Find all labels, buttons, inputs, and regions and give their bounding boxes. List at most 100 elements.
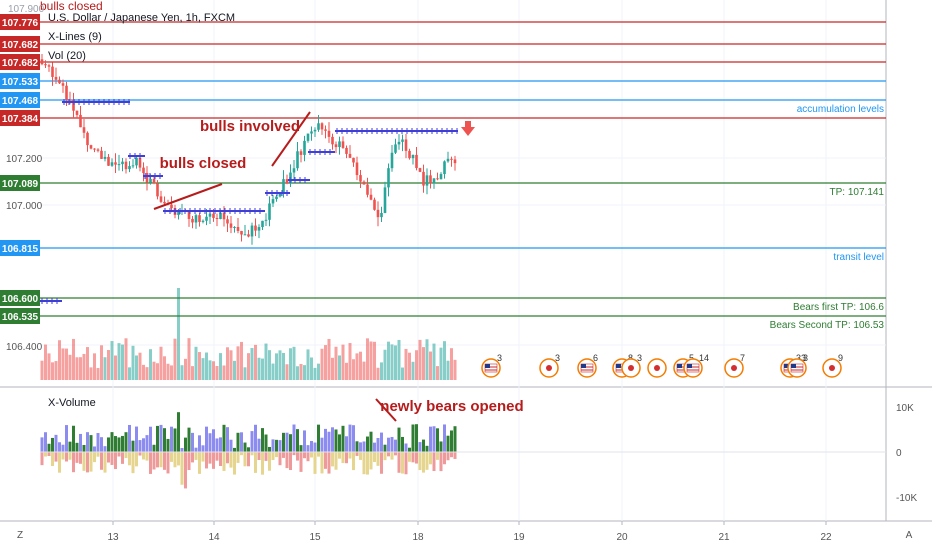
level-price-tag [0, 175, 40, 191]
us-flag-canton [616, 364, 621, 368]
x-volume-up-bar [229, 439, 233, 452]
volume-bar [439, 347, 443, 380]
level-price-label: 107.776 [2, 18, 39, 29]
x-volume-down-bar [72, 452, 75, 473]
x-volume-down-bar [362, 452, 366, 475]
x-volume-up-bar [44, 432, 47, 452]
volume-bar [257, 357, 261, 380]
x-volume-up-bar [369, 431, 373, 452]
x-volume-down-bar [51, 452, 54, 467]
candle-body [187, 211, 191, 219]
volume-bars [40, 288, 457, 380]
x-volume-up-bar [289, 434, 292, 452]
x-volume-up-bar [110, 432, 114, 452]
jp-flag-sun [731, 365, 737, 371]
indicator-volume-label[interactable]: Vol (20) [48, 50, 86, 62]
x-volume-down-bar [149, 452, 152, 474]
x-volume-up-bar [58, 442, 61, 452]
candlesticks[interactable] [40, 54, 457, 245]
x-volume-down-bar [338, 452, 341, 459]
volume-bar [394, 345, 397, 380]
candle-body [439, 174, 443, 180]
candle-body [138, 157, 142, 168]
volume-bar [376, 367, 380, 380]
level-price-tag [0, 73, 40, 89]
x-volume-down-bar [306, 452, 310, 462]
us-flag-canton [581, 364, 586, 368]
x-volume-up-bar [383, 444, 387, 452]
volume-bar [145, 367, 149, 380]
volume-bar [327, 338, 331, 380]
x-volume-up-bar [201, 445, 205, 452]
us-flag-canton [687, 364, 692, 368]
candle-body [222, 212, 226, 220]
x-volume-up-bar [366, 436, 369, 452]
auto-scale-a-button[interactable]: A [906, 530, 913, 541]
candle-body [117, 164, 121, 166]
x-volume-up-bar [411, 424, 415, 452]
candle-body [47, 65, 51, 67]
annotation-bulls-closed: bulls closed [160, 155, 247, 172]
x-volume-down-bar [334, 452, 338, 470]
x-volume-down-bar [170, 452, 173, 462]
candle-body [86, 132, 89, 146]
sub-tick-label: 0 [896, 448, 902, 459]
volume-bar [285, 364, 289, 380]
volume-bar [418, 339, 422, 380]
sub-panel-title[interactable]: X-Volume [48, 397, 96, 409]
volume-bar [310, 357, 313, 380]
candle-body [387, 168, 390, 188]
x-volume-down-bar [278, 452, 282, 466]
candle-body [285, 179, 289, 184]
x-volume-down-bar [254, 452, 257, 473]
trend-lines[interactable] [153, 111, 397, 422]
volume-bar [453, 359, 457, 380]
x-volume-down-bar [121, 452, 124, 464]
x-volume-up-bar [128, 424, 131, 452]
x-volume-up-bar [47, 443, 51, 452]
symbol-title[interactable]: U.S. Dollar / Japanese Yen, 1h, FXCM [48, 12, 235, 24]
candle-body [282, 179, 285, 194]
x-volume-down-bar [320, 452, 324, 474]
x-volume-up-bar [177, 412, 180, 452]
x-volume-up-bar [212, 429, 215, 452]
x-volume-down-bar [250, 452, 254, 456]
x-volume-down-bar [446, 452, 450, 461]
x-volume-up-bar [93, 446, 96, 452]
candle-body [397, 141, 401, 145]
x-volume-up-bar [324, 428, 327, 452]
candle-body [310, 131, 313, 134]
candle-body [72, 100, 75, 111]
x-volume-down-bar [107, 452, 110, 463]
volume-bar [180, 365, 184, 380]
x-volume-up-bar [79, 433, 82, 452]
us-flag-canton [485, 364, 490, 368]
volume-bar [219, 353, 222, 380]
candle-body [268, 203, 271, 220]
volume-bar [352, 359, 355, 380]
x-volume-up-bar [278, 440, 282, 452]
candle-body [96, 149, 100, 151]
indicator-xlines-label[interactable]: X-Lines (9) [48, 31, 102, 43]
x-volume-down-bar [191, 452, 194, 463]
x-volume-down-bar [436, 452, 439, 460]
zoom-z-button[interactable]: Z [17, 530, 23, 541]
x-volume-down-bar [163, 452, 166, 470]
x-volume-down-bar [128, 452, 131, 466]
level-price-label: 107.384 [2, 114, 39, 125]
x-volume-down-bar [201, 452, 205, 462]
volume-bar [446, 360, 450, 380]
candle-body [261, 220, 264, 228]
x-volume-down-bar [145, 452, 149, 461]
candle-body [446, 158, 450, 162]
candle-body [51, 66, 54, 77]
volume-bar [362, 361, 366, 380]
volume-bar [142, 364, 145, 380]
volume-bar [436, 366, 439, 380]
trend-line-bulls-involved [271, 111, 311, 167]
horizontal-levels[interactable]: 107.776 107.682 107.682 107.533 107.468 accum… [0, 14, 886, 331]
candle-body [355, 162, 359, 176]
economic-events[interactable]: 3 3 6 8 3 5 14 7 333 9 [481, 353, 843, 378]
candle-body [215, 217, 219, 220]
